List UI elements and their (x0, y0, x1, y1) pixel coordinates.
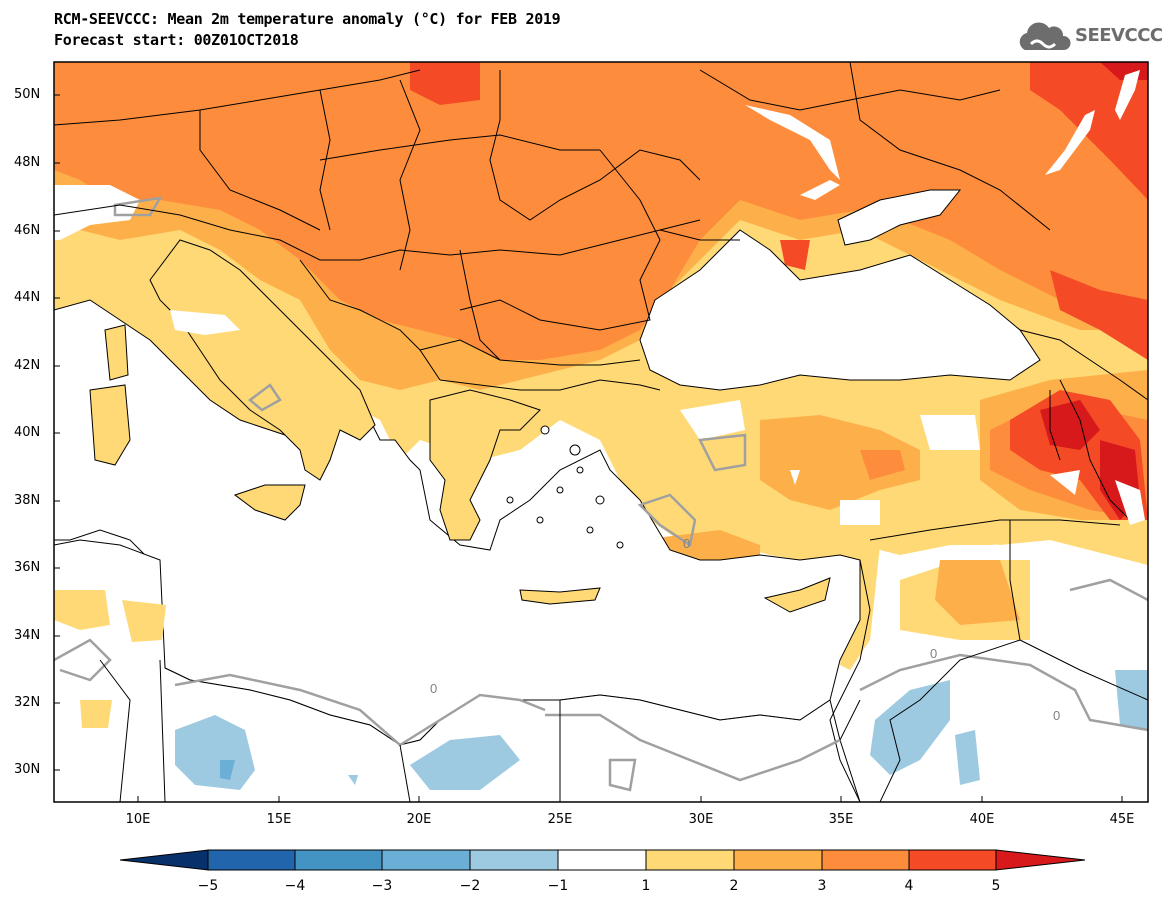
colorbar-tick-label: 2 (729, 878, 739, 894)
map-frame (53, 61, 1149, 803)
colorbar-tick-label: −5 (197, 878, 219, 894)
lat-label: 50N (14, 87, 41, 102)
lon-label: 45E (1109, 812, 1135, 827)
lat-label: 42N (14, 358, 41, 373)
forecast-start-label: Forecast start: 00Z01OCT2018 (54, 31, 299, 49)
colorbar-tick-label: 4 (904, 878, 914, 894)
lat-label: 36N (14, 560, 41, 575)
contour-label: 0 (1053, 708, 1060, 723)
colorbar-segment (294, 849, 383, 871)
colorbar-tick-label: 3 (817, 878, 827, 894)
colorbar-tick-label: −2 (459, 878, 481, 894)
lat-label: 30N (14, 762, 41, 777)
lat-label: 46N (14, 223, 41, 238)
sardinia-land (89, 384, 131, 466)
lon-label: 20E (406, 812, 432, 827)
colorbar-tick-label: −1 (547, 878, 569, 894)
lat-label: 48N (14, 155, 41, 170)
colorbar (119, 849, 1086, 871)
seevccc-logo: SEEVCCC (1017, 20, 1163, 56)
cloud-logo-icon (1019, 22, 1071, 50)
lat-label: 40N (14, 425, 41, 440)
colorbar-segment (908, 849, 997, 871)
lat-label: 44N (14, 290, 41, 305)
levant-coast (829, 559, 871, 802)
colorbar-segment (119, 849, 209, 871)
near-zero-region (54, 185, 140, 240)
azov-sea (837, 189, 962, 246)
cyprus-land (763, 577, 831, 613)
anomaly-3-4-region (54, 62, 1148, 360)
colorbar-segment (821, 849, 910, 871)
colorbar-segment (557, 849, 647, 871)
axis-ticks (54, 94, 1123, 802)
lat-label: 38N (14, 493, 41, 508)
colorbar-segment (207, 849, 296, 871)
contour-label: 0 (930, 646, 937, 661)
crete-land (519, 587, 601, 605)
colorbar-tick-label: −4 (284, 878, 306, 894)
aegean-islands (506, 425, 624, 549)
colorbar-segment (995, 849, 1086, 871)
black-sea (639, 229, 1041, 391)
anomaly-4-5-region (410, 62, 480, 105)
logo-text: SEEVCCC (1075, 25, 1163, 46)
lon-label: 15E (266, 812, 292, 827)
colorbar-segment (381, 849, 471, 871)
anomaly-gt5-region (1040, 400, 1100, 450)
lon-label: 10E (125, 812, 151, 827)
lon-label: 40E (969, 812, 995, 827)
sicily-land (233, 484, 306, 521)
colorbar-tick-label: 5 (991, 878, 1001, 894)
colorbar-segment (645, 849, 735, 871)
map-title: RCM-SEEVCCC: Mean 2m temperature anomaly… (54, 10, 561, 28)
negative-anomaly-region (175, 715, 255, 790)
colorbar-tick-label: 1 (641, 878, 651, 894)
contour-label: 0 (683, 536, 690, 551)
colorbar-tick-label: −3 (371, 878, 393, 894)
colorbar-segment (469, 849, 559, 871)
corsica-land (104, 324, 129, 381)
country-borders (54, 62, 1148, 802)
greece-land (429, 389, 541, 541)
italy-land (149, 239, 376, 481)
lon-label: 25E (547, 812, 573, 827)
colorbar-segment (733, 849, 823, 871)
lon-label: 30E (688, 812, 714, 827)
lat-label: 32N (14, 695, 41, 710)
contour-label: 0 (430, 681, 437, 696)
lon-label: 35E (828, 812, 854, 827)
lat-label: 34N (14, 628, 41, 643)
